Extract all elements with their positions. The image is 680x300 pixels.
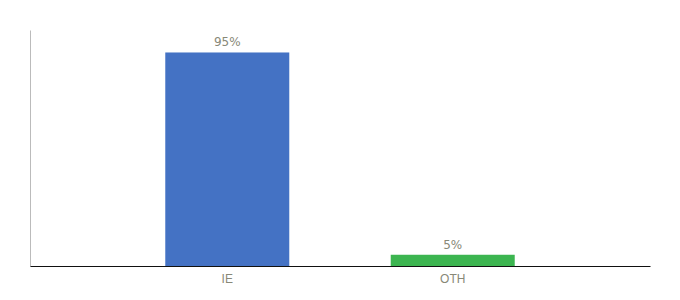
- data-label: 95%: [214, 35, 241, 49]
- x-axis: IE OTH: [31, 267, 651, 286]
- x-tick-label: OTH: [440, 272, 465, 286]
- data-labels: 95% 5%: [214, 35, 462, 251]
- bar: [391, 255, 515, 266]
- chart: 95% 5% IE OTH: [0, 0, 680, 300]
- y-axis-line: [30, 31, 31, 267]
- data-label: 5%: [443, 238, 462, 252]
- x-tick: IE: [222, 272, 233, 286]
- bar: [165, 52, 289, 266]
- x-axis-line: [31, 266, 651, 267]
- x-tick: OTH: [440, 272, 465, 286]
- x-tick-label: IE: [222, 272, 233, 286]
- bars: [165, 52, 514, 266]
- y-axis: [30, 31, 31, 267]
- plot: 95% 5% IE OTH: [31, 31, 651, 286]
